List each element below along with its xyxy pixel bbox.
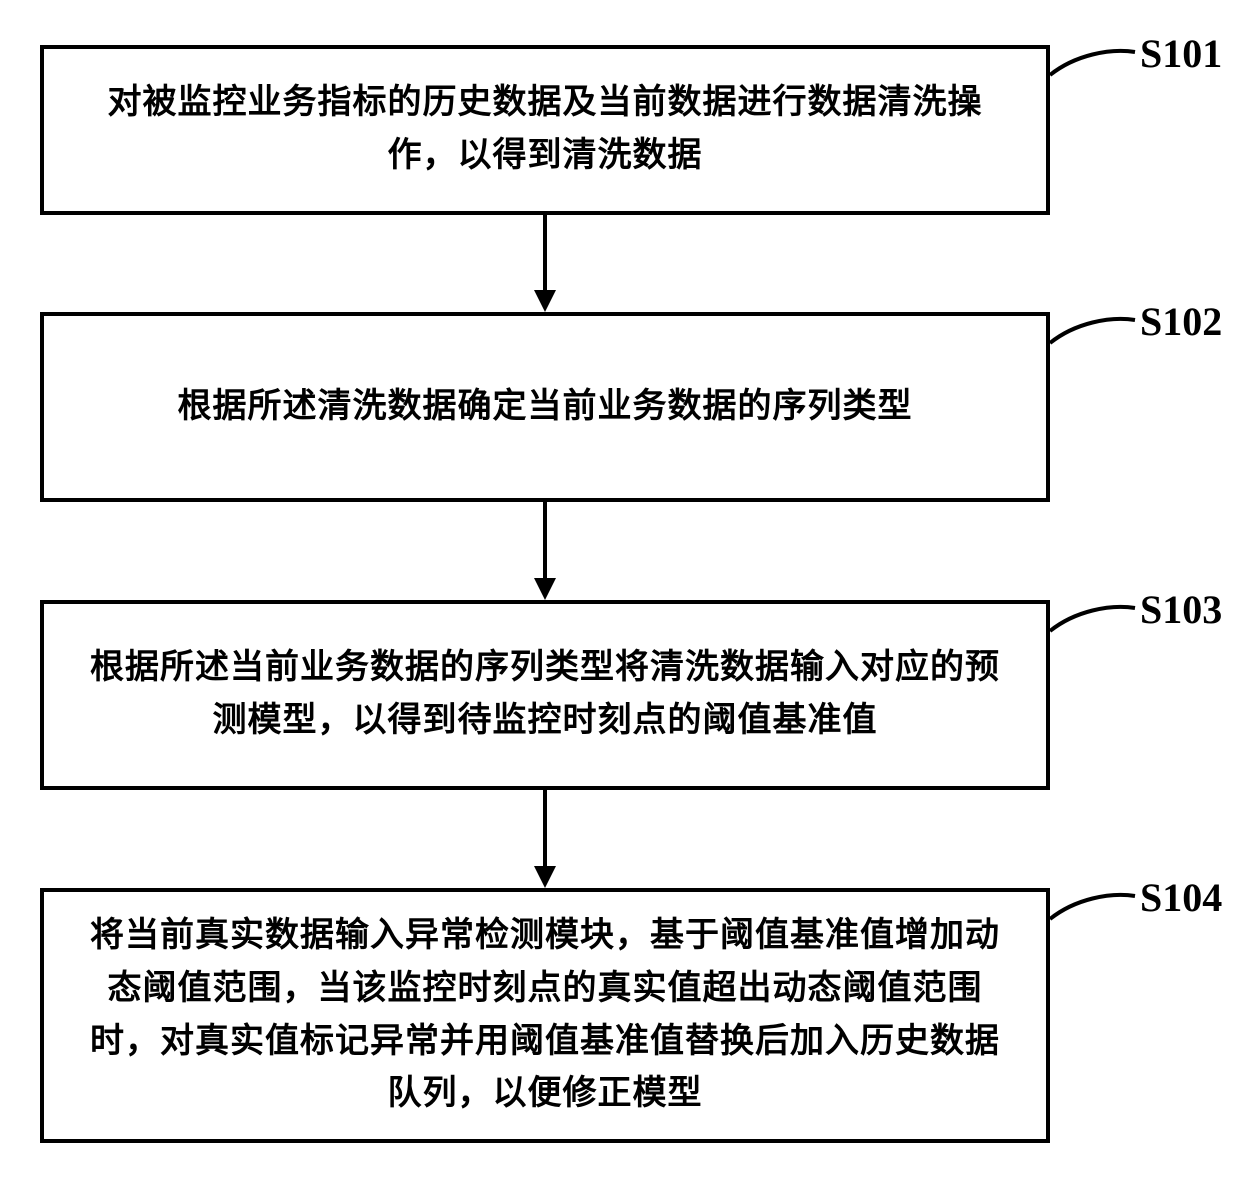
flow-arrows	[0, 0, 1239, 1177]
arrow-s102-s103	[534, 502, 556, 600]
arrow-s103-s104	[534, 790, 556, 888]
flowchart-canvas: 对被监控业务指标的历史数据及当前数据进行数据清洗操作，以得到清洗数据 S101 …	[0, 0, 1239, 1177]
arrow-s101-s102	[534, 215, 556, 312]
